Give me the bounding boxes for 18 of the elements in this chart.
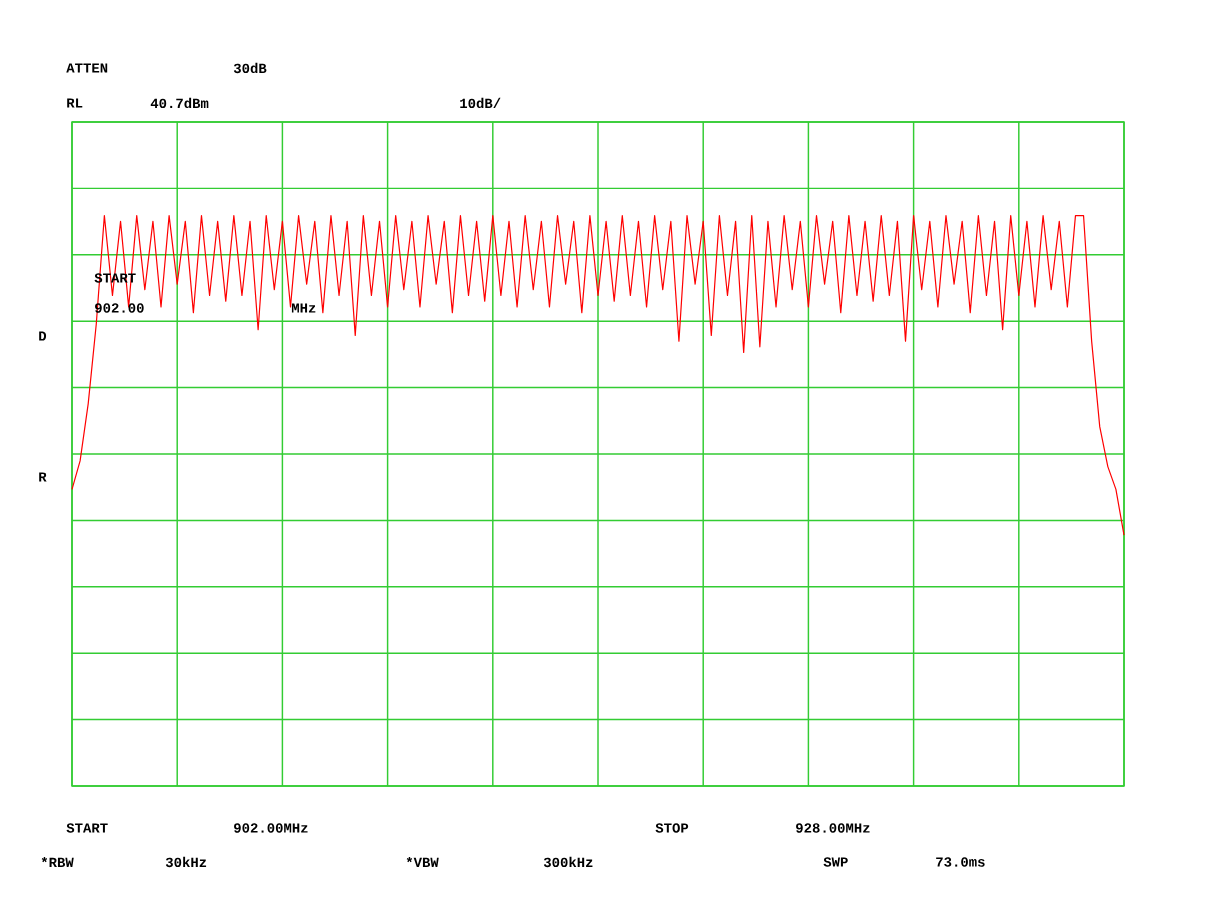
text: 30dB (233, 62, 267, 74)
text: D (39, 331, 47, 341)
text: 300kHz (543, 856, 593, 868)
text: 928.00MHz (796, 823, 870, 833)
text: 10dB/ (460, 97, 501, 109)
text: 40.7dBm (150, 97, 209, 109)
text: START (66, 823, 108, 833)
text: STOP (655, 823, 689, 833)
text: R (39, 472, 47, 482)
text: 30kHz (165, 856, 207, 868)
text: SWP (823, 857, 848, 867)
text: RL (67, 98, 83, 108)
text: *VBW (406, 856, 439, 868)
annotation: MHz (291, 303, 316, 313)
text: *RBW (41, 856, 74, 868)
text: 902.00MHz (234, 823, 308, 833)
text: ATTEN (66, 63, 108, 73)
text: 73.0ms (936, 857, 985, 867)
